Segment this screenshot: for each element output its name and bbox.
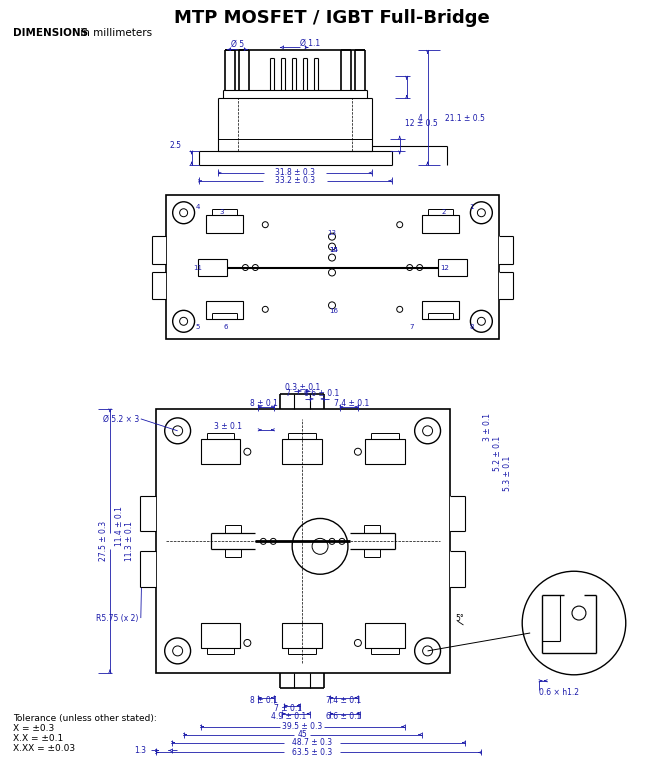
Bar [201, 623, 240, 648]
Text: DIMENSIONS: DIMENSIONS [13, 28, 88, 38]
Text: 7 ± 0.1: 7 ± 0.1 [274, 704, 302, 713]
Text: 5°: 5° [455, 614, 464, 622]
Bar [365, 623, 405, 648]
Text: Tolerance (unless other stated):: Tolerance (unless other stated): [13, 714, 157, 723]
Text: 0.3 ± 0.1: 0.3 ± 0.1 [285, 382, 320, 392]
Text: Ø 1.1: Ø 1.1 [300, 39, 320, 48]
Text: 3: 3 [219, 209, 223, 215]
Text: 7: 7 [286, 389, 291, 399]
Text: 63.5 ± 0.3: 63.5 ± 0.3 [292, 748, 332, 757]
Text: X.XX = ±0.03: X.XX = ±0.03 [13, 744, 75, 753]
Text: 12: 12 [440, 264, 449, 271]
Text: 2.5: 2.5 [170, 141, 182, 149]
Text: 5: 5 [196, 325, 200, 330]
Text: R5.75 (x 2): R5.75 (x 2) [96, 614, 138, 622]
Text: 8 ± 0.1: 8 ± 0.1 [250, 696, 278, 705]
Text: 4.9 ± 0.1: 4.9 ± 0.1 [271, 712, 306, 721]
Text: 1.3: 1.3 [134, 746, 146, 755]
Text: Ø 5.2 × 3: Ø 5.2 × 3 [103, 414, 139, 423]
Bar [205, 301, 243, 319]
Text: 7: 7 [410, 325, 414, 330]
Bar [422, 301, 460, 319]
Text: 21.1 ± 0.5: 21.1 ± 0.5 [444, 113, 484, 123]
Text: 1: 1 [469, 204, 473, 210]
Text: MTP MOSFET / IGBT Full-Bridge: MTP MOSFET / IGBT Full-Bridge [174, 9, 490, 27]
Text: 39.5 ± 0.3: 39.5 ± 0.3 [282, 722, 323, 731]
Bar [198, 259, 227, 277]
Text: 13: 13 [327, 230, 336, 235]
Text: 6.6 ± 0.1: 6.6 ± 0.1 [327, 712, 362, 721]
Text: 45: 45 [297, 730, 307, 739]
Text: 6.6 ± 0.1: 6.6 ± 0.1 [305, 389, 340, 399]
Text: 11: 11 [193, 264, 202, 271]
Text: X.X = ±0.1: X.X = ±0.1 [13, 734, 64, 743]
Text: 15: 15 [330, 246, 338, 253]
Text: in millimeters: in millimeters [77, 28, 152, 38]
Text: 27.5 ± 0.3: 27.5 ± 0.3 [100, 522, 108, 561]
Text: 31.8 ± 0.3: 31.8 ± 0.3 [275, 168, 315, 178]
Bar [152, 271, 166, 300]
Text: 0.6 × h1.2: 0.6 × h1.2 [539, 688, 579, 698]
Text: 7.4 ± 0.1: 7.4 ± 0.1 [327, 696, 362, 705]
Text: 4: 4 [196, 204, 200, 210]
Bar [166, 195, 499, 339]
Text: 8 ± 0.1: 8 ± 0.1 [250, 400, 278, 408]
Text: 6: 6 [223, 325, 227, 330]
Text: 4: 4 [417, 113, 422, 123]
Text: 7.4 ± 0.1: 7.4 ± 0.1 [334, 400, 370, 408]
Bar [205, 215, 243, 233]
Bar [365, 439, 405, 464]
Text: 3 ± 0.1: 3 ± 0.1 [214, 422, 242, 432]
Bar [438, 259, 467, 277]
Text: 5.3 ± 0.1: 5.3 ± 0.1 [503, 456, 512, 491]
Bar [450, 551, 465, 587]
Bar [156, 409, 450, 673]
Text: 11.3 ± 0.1: 11.3 ± 0.1 [125, 522, 134, 561]
Text: 2: 2 [442, 209, 446, 215]
Bar [422, 215, 460, 233]
Bar [140, 551, 156, 587]
Bar [201, 439, 240, 464]
Bar [499, 235, 513, 264]
Bar [140, 496, 156, 532]
Text: 11.4 ± 0.1: 11.4 ± 0.1 [116, 507, 124, 547]
Text: X = ±0.3: X = ±0.3 [13, 724, 55, 733]
Bar [499, 271, 513, 300]
Text: 8: 8 [469, 325, 473, 330]
Text: 16: 16 [329, 308, 338, 314]
Text: 12 ± 0.5: 12 ± 0.5 [405, 119, 438, 127]
Text: 14: 14 [330, 246, 338, 253]
Bar [450, 496, 465, 532]
Text: 33.2 ± 0.3: 33.2 ± 0.3 [275, 177, 315, 185]
Text: 5.2 ± 0.1: 5.2 ± 0.1 [493, 436, 502, 472]
Bar [282, 439, 322, 464]
Text: 48.7 ± 0.3: 48.7 ± 0.3 [292, 738, 332, 747]
Text: 3 ± 0.1: 3 ± 0.1 [483, 413, 492, 441]
Text: Ø 5: Ø 5 [231, 40, 244, 49]
Bar [282, 623, 322, 648]
Bar [152, 235, 166, 264]
